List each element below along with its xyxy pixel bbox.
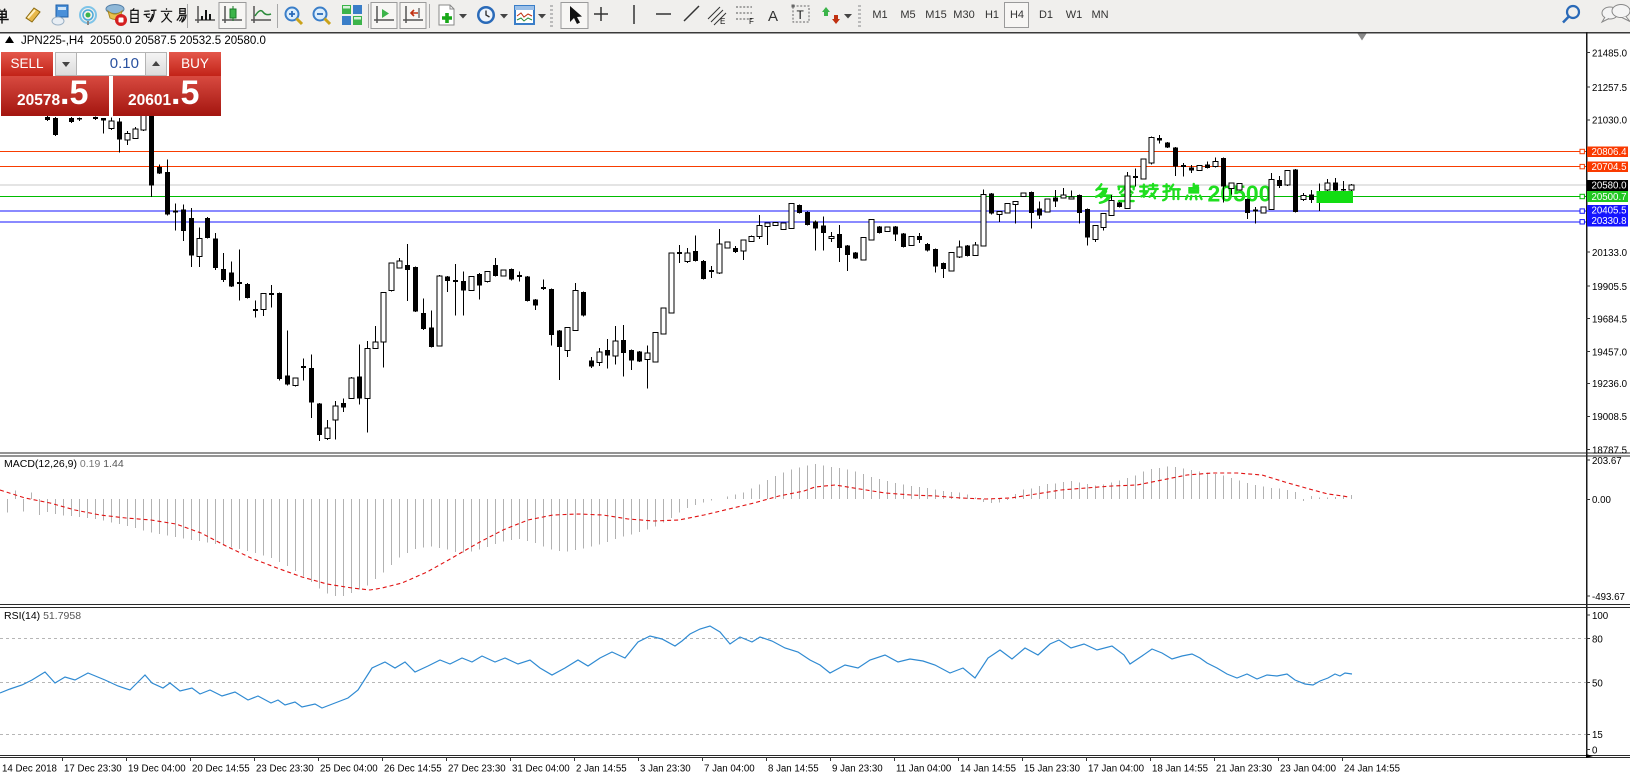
svg-text:80: 80	[1592, 634, 1603, 645]
svg-text:T: T	[797, 8, 805, 22]
svg-text:24 Jan 14:55: 24 Jan 14:55	[1344, 764, 1400, 775]
svg-text:A: A	[768, 8, 778, 25]
svg-text:MACD(12,26,9) 0.19 1.44: MACD(12,26,9) 0.19 1.44	[4, 458, 124, 470]
svg-text:27 Dec 23:30: 27 Dec 23:30	[448, 764, 506, 775]
svg-text:F: F	[749, 17, 754, 26]
svg-text:19457.0: 19457.0	[1592, 347, 1628, 358]
svg-text:14 Dec 2018: 14 Dec 2018	[2, 764, 57, 775]
svg-text:21 Jan 23:30: 21 Jan 23:30	[1216, 764, 1273, 775]
svg-text:20806.4: 20806.4	[1592, 147, 1628, 158]
svg-text:21030.0: 21030.0	[1592, 116, 1628, 127]
svg-text:21485.0: 21485.0	[1592, 49, 1628, 60]
svg-text:19 Dec 04:00: 19 Dec 04:00	[128, 764, 186, 775]
svg-text:8 Jan 14:55: 8 Jan 14:55	[768, 764, 819, 775]
svg-text:21257.5: 21257.5	[1592, 83, 1627, 94]
svg-text:20704.5: 20704.5	[1592, 162, 1627, 173]
svg-text:50: 50	[1592, 678, 1603, 689]
svg-text:20 Dec 14:55: 20 Dec 14:55	[192, 764, 250, 775]
svg-text:19684.5: 19684.5	[1592, 314, 1627, 325]
svg-text:2 Jan 14:55: 2 Jan 14:55	[576, 764, 627, 775]
svg-text:19008.5: 19008.5	[1592, 412, 1627, 423]
svg-text:E: E	[720, 17, 725, 26]
svg-text:23 Jan 04:00: 23 Jan 04:00	[1280, 764, 1337, 775]
svg-text:100: 100	[1592, 611, 1609, 622]
svg-text:14 Jan 14:55: 14 Jan 14:55	[960, 764, 1016, 775]
svg-text:20133.0: 20133.0	[1592, 248, 1628, 259]
svg-text:23 Dec 23:30: 23 Dec 23:30	[256, 764, 314, 775]
svg-text:15: 15	[1592, 730, 1603, 741]
svg-text:18787.5: 18787.5	[1592, 445, 1627, 456]
svg-text:203.67: 203.67	[1592, 456, 1622, 467]
svg-text:11 Jan 04:00: 11 Jan 04:00	[896, 764, 952, 775]
svg-text:3 Jan 23:30: 3 Jan 23:30	[640, 764, 691, 775]
svg-text:18 Jan 14:55: 18 Jan 14:55	[1152, 764, 1208, 775]
svg-text:0.00: 0.00	[1592, 495, 1611, 506]
svg-text:17 Dec 23:30: 17 Dec 23:30	[64, 764, 122, 775]
svg-text:15 Jan 23:30: 15 Jan 23:30	[1024, 764, 1081, 775]
svg-text:31 Dec 04:00: 31 Dec 04:00	[512, 764, 570, 775]
svg-text:26 Dec 14:55: 26 Dec 14:55	[384, 764, 442, 775]
svg-text:19236.0: 19236.0	[1592, 379, 1628, 390]
svg-text:17 Jan 04:00: 17 Jan 04:00	[1088, 764, 1145, 775]
svg-text:20330.8: 20330.8	[1592, 216, 1627, 227]
svg-text:20405.5: 20405.5	[1592, 206, 1627, 217]
svg-text:JPN225-,H4 20550.0 20587.5 20: JPN225-,H4 20550.0 20587.5 20532.5 20580…	[21, 35, 266, 47]
svg-text:19905.5: 19905.5	[1592, 282, 1627, 293]
svg-text:25 Dec 04:00: 25 Dec 04:00	[320, 764, 378, 775]
svg-text:-493.67: -493.67	[1592, 592, 1625, 603]
svg-text:0: 0	[1592, 746, 1598, 757]
svg-text:RSI(14) 51.7958: RSI(14) 51.7958	[4, 610, 81, 622]
svg-text:20580.0: 20580.0	[1592, 181, 1628, 192]
svg-text:7 Jan 04:00: 7 Jan 04:00	[704, 764, 755, 775]
svg-text:20500.7: 20500.7	[1592, 192, 1627, 203]
svg-text:9 Jan 23:30: 9 Jan 23:30	[832, 764, 883, 775]
